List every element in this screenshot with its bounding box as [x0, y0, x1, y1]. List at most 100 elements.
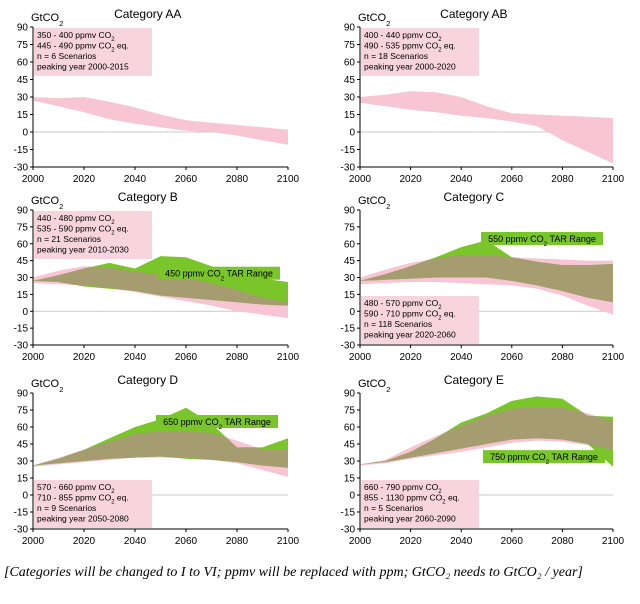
x-tick-label: 2100 — [602, 174, 625, 185]
y-tick-label: 90 — [344, 206, 356, 217]
scenario-info-line: peaking year 2050-2080 — [37, 514, 129, 524]
x-tick-label: 2000 — [22, 536, 45, 547]
y-tick-label: 0 — [349, 307, 355, 318]
x-tick-label: 2060 — [175, 174, 198, 185]
scenario-info-line: peaking year 2000-2015 — [37, 62, 129, 72]
x-tick-label: 2080 — [226, 352, 249, 363]
y-tick-label: 60 — [344, 239, 356, 250]
x-tick-label: 2000 — [22, 352, 45, 363]
x-tick-label: 2060 — [501, 352, 524, 363]
x-tick-label: 2060 — [501, 536, 524, 547]
scenario-info-line: 660 - 790 ppmv CO2 — [364, 482, 442, 495]
overlap-band — [33, 431, 288, 468]
y-tick-label: 75 — [17, 40, 29, 51]
y-tick-label: 30 — [344, 273, 356, 284]
y-tick-label: -30 — [14, 163, 29, 174]
y-tick-label: 90 — [344, 23, 356, 34]
x-tick-label: 2100 — [277, 174, 300, 185]
y-tick-label: 30 — [17, 93, 29, 104]
scenario-info-box — [361, 480, 479, 528]
chart-title: Category AB — [440, 7, 507, 21]
overlap-band — [33, 266, 288, 306]
x-tick-label: 2080 — [226, 174, 249, 185]
x-tick-label: 2040 — [124, 352, 147, 363]
y-tick-label: 30 — [17, 273, 29, 284]
chart-panel-4: -30 -15 0 15 30 45 60 75 90 2000 2020 2040 2060 2080 2… — [341, 190, 625, 363]
scenario-range-band — [33, 97, 288, 145]
overlap-band — [360, 255, 613, 303]
scenario-info-line: 710 - 855 ppmv CO2 eq. — [37, 493, 129, 506]
y-tick-label: 45 — [344, 440, 356, 451]
x-tick-label: 2020 — [73, 536, 96, 547]
y-tick-label: 75 — [344, 222, 356, 233]
y-tick-label: 15 — [17, 110, 29, 121]
figure-caption: [Categories will be changed to I to VI; … — [4, 565, 583, 580]
chart-title: Category C — [443, 190, 504, 204]
scenario-info-line: 490 - 535 ppmv CO2 eq. — [364, 41, 456, 54]
scenario-info-line: peaking year 2060-2090 — [364, 514, 456, 524]
y-tick-label: 75 — [17, 222, 29, 233]
scenario-info-line: 855 - 1130 ppmv CO2 eq. — [364, 493, 460, 506]
x-tick-label: 2040 — [450, 352, 473, 363]
tar-range-label: 650 ppmv CO2 TAR Range — [163, 417, 271, 431]
scenario-info-line: 445 - 490 ppmv CO2 eq. — [37, 41, 129, 54]
scenario-info-line: 440 - 480 ppmv CO2 — [37, 213, 115, 226]
y-tick-label: 45 — [17, 75, 29, 86]
y-tick-label: 60 — [344, 58, 356, 69]
x-tick-label: 2060 — [175, 536, 198, 547]
y-tick-label: 90 — [17, 23, 29, 34]
y-tick-label: 0 — [22, 307, 28, 318]
scenario-info-line: 350 - 400 ppmv CO2 — [37, 30, 115, 43]
x-tick-label: 2100 — [277, 536, 300, 547]
y-tick-label: -15 — [341, 508, 356, 519]
x-tick-label: 2060 — [175, 352, 198, 363]
y-tick-label: 75 — [344, 406, 356, 417]
x-tick-label: 2100 — [277, 352, 300, 363]
x-tick-label: 2000 — [349, 536, 372, 547]
scenario-info-line: 480 - 570 ppmv CO2 — [364, 298, 442, 311]
scenario-info-box — [34, 211, 152, 259]
scenario-info-line: 590 - 710 ppmv CO2 eq. — [364, 309, 456, 322]
scenario-info-line: n = 21 Scenarios — [37, 234, 101, 244]
x-tick-label: 2100 — [602, 352, 625, 363]
chart-title: Category E — [444, 373, 504, 387]
tar-range-label: 750 ppmv CO2 TAR Range — [490, 452, 598, 466]
x-tick-label: 2020 — [399, 352, 422, 363]
chart-panel-5: -30 -15 0 15 30 45 60 75 90 2000 2020 2040 2060 2080 2… — [14, 373, 300, 547]
y-tick-label: -15 — [341, 145, 356, 156]
scenario-info-line: n = 118 Scenarios — [364, 319, 432, 329]
y-axis-label: GtCO2 — [31, 195, 63, 211]
tar-range-label: 550 ppmv CO2 TAR Range — [488, 234, 596, 248]
y-tick-label: 75 — [17, 406, 29, 417]
y-tick-label: -30 — [341, 163, 356, 174]
y-tick-label: 45 — [17, 440, 29, 451]
scenario-info-line: n = 9 Scenarios — [37, 503, 96, 513]
y-tick-label: -30 — [341, 341, 356, 352]
x-tick-label: 2100 — [602, 536, 625, 547]
y-tick-label: 0 — [22, 128, 28, 139]
y-tick-label: 45 — [344, 256, 356, 267]
x-tick-label: 2040 — [450, 536, 473, 547]
y-tick-label: -15 — [14, 508, 29, 519]
x-tick-label: 2020 — [73, 352, 96, 363]
x-tick-label: 2020 — [399, 536, 422, 547]
tar-range-label-box — [158, 266, 280, 280]
x-tick-label: 2080 — [226, 536, 249, 547]
scenario-info-line: n = 5 Scenarios — [364, 503, 423, 513]
y-tick-label: 60 — [17, 58, 29, 69]
y-tick-label: 75 — [344, 40, 356, 51]
y-tick-label: 15 — [344, 110, 356, 121]
x-tick-label: 2040 — [124, 536, 147, 547]
overlap-band — [360, 406, 613, 466]
x-tick-label: 2020 — [399, 174, 422, 185]
y-tick-label: 0 — [349, 491, 355, 502]
scenario-info-line: peaking year 2020-2060 — [364, 330, 456, 340]
chart-panel-3: -30 -15 0 15 30 45 60 75 90 2000 2020 2040 2060 2080 2… — [14, 190, 300, 363]
y-tick-label: 60 — [17, 423, 29, 434]
y-tick-label: 30 — [17, 457, 29, 468]
x-tick-label: 2040 — [124, 174, 147, 185]
scenario-info-box — [34, 480, 152, 528]
y-tick-label: 15 — [344, 290, 356, 301]
y-tick-label: -15 — [14, 145, 29, 156]
y-tick-label: 60 — [344, 423, 356, 434]
